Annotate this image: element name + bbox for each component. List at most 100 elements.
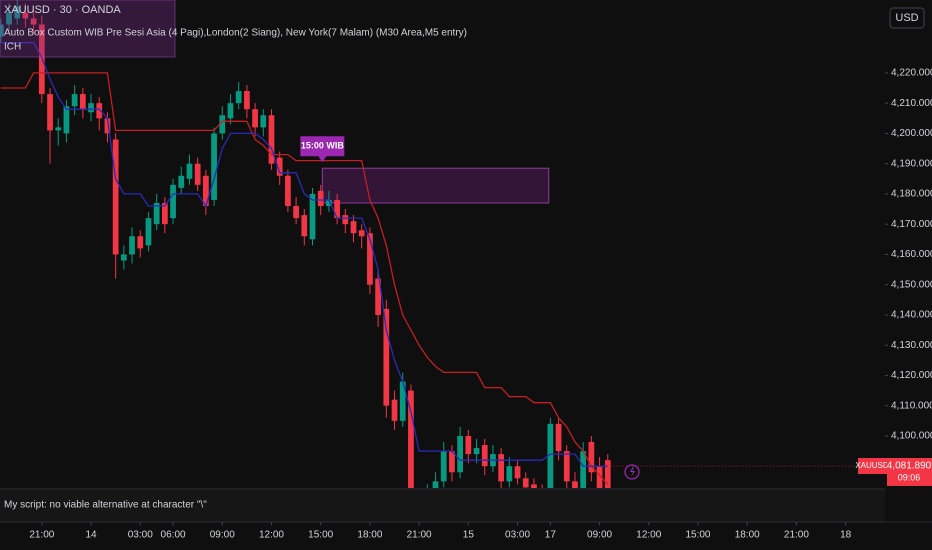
candle-body <box>268 115 275 164</box>
candle-body <box>79 94 86 110</box>
candle-body <box>14 6 21 19</box>
candle-body <box>334 199 340 219</box>
status-message: My script: no viable alternative at char… <box>4 500 207 511</box>
symbol-tag <box>858 458 887 474</box>
x-tick-label: 15:00 <box>308 530 333 541</box>
candle-body <box>145 218 152 246</box>
label-bubble <box>300 136 345 163</box>
candle-body <box>6 12 12 25</box>
candle-body <box>498 454 505 482</box>
legend-box <box>0 0 176 58</box>
candle-body <box>383 308 390 406</box>
candle-body <box>71 94 78 107</box>
candle-body <box>96 103 103 119</box>
candle-body <box>194 163 201 185</box>
candle-body <box>563 451 570 482</box>
countdown: 09:06 <box>898 472 921 482</box>
candle-body <box>317 190 324 207</box>
status-bar <box>0 489 885 522</box>
x-tick-label: 21:00 <box>29 530 54 541</box>
y-tick-label: 4,190.000 <box>891 158 932 169</box>
x-tick-label: 03:00 <box>505 530 530 541</box>
y-tick-label: 4,180.000 <box>891 189 932 200</box>
candle-body <box>531 484 537 488</box>
candle-body <box>129 236 135 255</box>
candle-body <box>178 175 185 188</box>
candle-body <box>276 157 283 176</box>
y-tick-label: 4,130.000 <box>891 340 932 351</box>
candle-body <box>449 451 455 473</box>
candle-body <box>547 423 554 488</box>
candle-body <box>112 139 119 255</box>
candle-body <box>170 184 176 219</box>
y-tick-label: 4,160.000 <box>891 249 932 260</box>
candle-body <box>522 478 529 488</box>
candle-body <box>326 199 332 207</box>
session-box <box>321 167 550 204</box>
candle-body <box>596 466 603 488</box>
currency-button[interactable] <box>889 7 925 29</box>
candle-body <box>120 254 127 261</box>
axes: 4,220.000 4,210.000 4,200.000 4,190.000 4,18… <box>29 68 932 541</box>
candle-body <box>350 221 357 234</box>
candle-body <box>473 448 480 455</box>
y-tick-label: 4,120.000 <box>891 370 932 381</box>
candle-body <box>55 127 62 131</box>
candle-body <box>30 18 37 25</box>
y-tick-label: 4,100.000 <box>891 431 932 442</box>
y-tick-label: 4,150.000 <box>891 279 932 290</box>
candle-body <box>309 193 316 240</box>
candle-body <box>161 203 168 225</box>
candle-body <box>391 399 398 421</box>
candle-body <box>580 451 587 488</box>
candle-body <box>555 423 562 452</box>
x-tick-label: 15:00 <box>685 530 710 541</box>
y-tick-label: 4,140.000 <box>891 310 932 321</box>
candle-body <box>88 103 94 113</box>
symbol-line: XAUUSD · 30 · OANDA <box>4 4 121 16</box>
candle-body <box>399 381 406 421</box>
box-label: 15:00 WIB <box>301 141 345 151</box>
symbol-tag-label: XAUUSD <box>855 461 889 470</box>
price-tag-label: 4,081.890 <box>887 461 932 472</box>
x-tick-label: 17 <box>545 530 557 541</box>
candle-body <box>293 206 299 219</box>
currency[interactable]: USD <box>895 12 918 24</box>
x-tick-label: 21:00 <box>407 530 432 541</box>
candle-body <box>440 451 447 482</box>
candle-body <box>203 175 209 207</box>
candle-body <box>63 106 70 134</box>
y-tick-label: 4,110.000 <box>891 400 932 411</box>
x-tick-label: 18:00 <box>735 530 760 541</box>
x-tick-label: 12:00 <box>259 530 284 541</box>
candle-body <box>0 24 4 37</box>
candle-body <box>153 203 160 225</box>
x-tick-label: 18 <box>840 530 852 541</box>
candle-body <box>367 233 373 285</box>
x-tick-label: 12:00 <box>636 530 661 541</box>
alert-icon <box>624 464 640 480</box>
x-tick-label: 09:00 <box>210 530 235 541</box>
x-tick-label: 21:00 <box>784 530 809 541</box>
x-tick-label: 14 <box>85 530 97 541</box>
price-tag <box>887 458 932 486</box>
indicator-line <box>0 42 608 467</box>
x-tick-label: 15 <box>463 530 475 541</box>
candle-body <box>514 466 521 479</box>
candle-body <box>481 445 488 467</box>
x-tick-label: 03:00 <box>128 530 153 541</box>
candle-body <box>375 278 381 315</box>
candle-body <box>572 481 578 488</box>
x-tick-label: 09:00 <box>587 530 612 541</box>
indicator-line <box>0 72 609 485</box>
y-tick-label: 4,200.000 <box>891 128 932 139</box>
alert-bolt <box>630 467 635 477</box>
candle-body <box>432 481 439 488</box>
candle-body <box>219 115 226 134</box>
candle-body <box>301 215 308 237</box>
x-tick-label: 06:00 <box>161 530 186 541</box>
candle-body <box>604 460 611 488</box>
x-tick-label: 18:00 <box>357 530 382 541</box>
candle-body <box>260 115 267 128</box>
